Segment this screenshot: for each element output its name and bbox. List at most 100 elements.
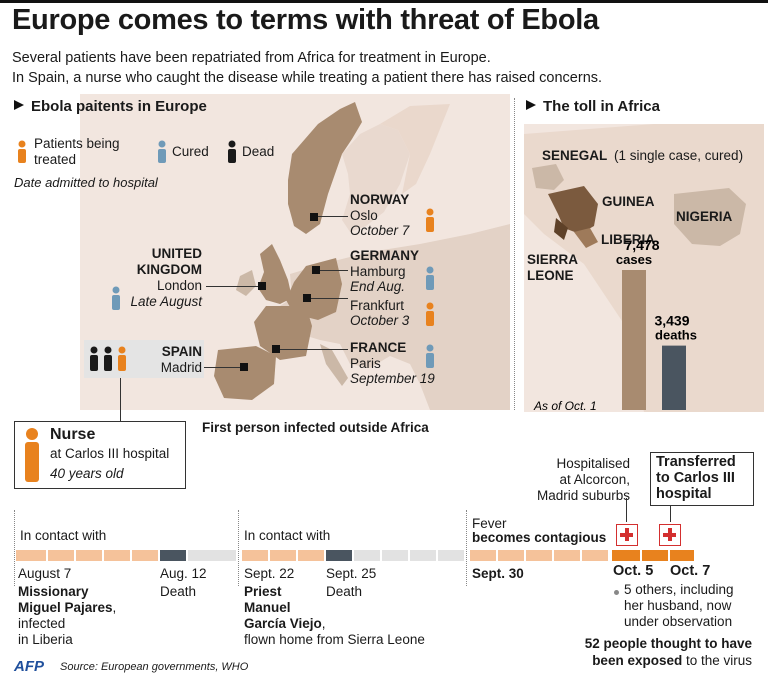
legend-date-note: Date admitted to hospital — [14, 175, 158, 190]
hospitalised-label-1: Hospitalised — [556, 456, 630, 471]
paris-leader — [280, 349, 348, 350]
others-label-3: under observation — [624, 614, 733, 629]
senegal-shape — [532, 164, 564, 190]
madrid-leader — [204, 367, 240, 368]
timeline-segment — [554, 550, 580, 561]
hamburg-marker — [312, 266, 320, 274]
london-label: London — [156, 278, 202, 293]
transferred-label-3: hospital — [656, 486, 712, 502]
timeline-segment — [410, 550, 436, 561]
hamburg-date: End Aug. — [350, 279, 406, 294]
frankfurt-leader — [311, 298, 348, 299]
uk-shape — [258, 244, 292, 304]
timeline-segment — [498, 550, 524, 561]
oslo-marker — [310, 213, 318, 221]
oslo-treated-icon — [426, 208, 434, 232]
date-oct-5: Oct. 5 — [613, 563, 654, 579]
toll-bar-chart: 7,478 cases 3,439 deaths As of Oct. 1 — [533, 237, 697, 412]
hamburg-label: Hamburg — [350, 264, 406, 279]
timeline-divider-3 — [466, 510, 468, 586]
priest-name-2: Manuel — [244, 600, 291, 615]
france-shape — [254, 306, 312, 360]
legend-dead-label: Dead — [242, 144, 275, 159]
date-aug-12: Aug. 12 — [160, 566, 207, 581]
hospital-cross-icon — [659, 524, 681, 546]
contact-label-1: In contact with — [20, 528, 107, 543]
missionary-infected-1: infected — [18, 616, 66, 631]
exposed-label-2: been exposed to the virus — [592, 653, 752, 668]
person-dead-icon — [228, 140, 236, 163]
source-note: Source: European governments, WHO — [60, 661, 249, 673]
europe-heading: Ebola paitents in Europe — [14, 98, 207, 115]
timeline-segment-hospital — [670, 550, 694, 561]
date-oct-7: Oct. 7 — [670, 563, 711, 579]
hospitalised-leader — [626, 498, 627, 522]
nurse-title: Nurse — [50, 426, 96, 443]
guinea-label: GUINEA — [602, 194, 655, 209]
date-august-7: August 7 — [18, 566, 72, 581]
hospitalised-label-3: Madrid suburbs — [536, 488, 630, 503]
transferred-label-1: Transferred — [656, 454, 736, 470]
oslo-date: October 7 — [350, 223, 410, 238]
madrid-label: Madrid — [160, 360, 202, 375]
timeline-segment — [16, 550, 46, 561]
priest-name-1: Priest — [244, 584, 282, 599]
exposed-label-1: 52 people thought to have — [584, 636, 752, 651]
priest-flown: flown home from Sierra Leone — [244, 632, 425, 647]
timeline-segment — [470, 550, 496, 561]
transferred-box — [650, 452, 754, 506]
oslo-leader — [318, 216, 348, 217]
timeline-segment — [438, 550, 464, 561]
fever-label: Fever — [472, 516, 507, 531]
bar-cases-category-label: cases — [616, 252, 652, 267]
first-infected-caption: First person infected outside Africa — [202, 420, 429, 435]
missionary-name-2: Miguel Pajares, — [18, 600, 117, 615]
others-label-2: her husband, now — [624, 598, 732, 613]
contact-label-2: In contact with — [244, 528, 331, 543]
timeline-segment — [526, 550, 552, 561]
paris-cured-icon — [426, 344, 434, 368]
bullet-icon — [614, 590, 619, 595]
sierra-leone-label-2: LEONE — [527, 268, 574, 283]
guinea-shape — [548, 186, 598, 234]
timeline-segment — [76, 550, 102, 561]
spain-label: SPAIN — [161, 344, 202, 359]
frankfurt-treated-icon — [426, 302, 434, 326]
timeline-segment — [270, 550, 296, 561]
timeline-segment-death — [160, 550, 186, 561]
legend-treated-label-2: treated — [34, 152, 77, 167]
person-cured-icon — [158, 140, 166, 163]
timeline-segment — [354, 550, 380, 561]
others-label-1: 5 others, including — [624, 582, 734, 597]
arrow-icon — [526, 100, 536, 110]
chart-note: As of Oct. 1 — [533, 399, 597, 412]
contagious-label: becomes contagious — [472, 530, 607, 545]
timeline-segment — [298, 550, 324, 561]
date-sept-30: Sept. 30 — [472, 566, 524, 581]
date-sept-25: Sept. 25 — [326, 566, 377, 581]
nurse-leader — [120, 378, 121, 422]
timeline-divider-2 — [238, 510, 240, 586]
afp-logo: AFP — [14, 658, 44, 675]
nurse-age: 40 years old — [50, 466, 124, 481]
nurse-box — [14, 421, 186, 489]
paris-date: September 19 — [350, 371, 435, 386]
liberia-label: LIBERIA — [601, 232, 655, 247]
timeline-segment — [104, 550, 130, 561]
bar-cases — [622, 270, 646, 410]
frankfurt-marker — [303, 294, 311, 302]
frankfurt-label: Frankfurt — [350, 298, 405, 313]
timeline-segment — [242, 550, 268, 561]
date-sept-22: Sept. 22 — [244, 566, 295, 581]
hamburg-cured-icon — [426, 266, 434, 290]
london-marker — [258, 282, 266, 290]
nigeria-label: NIGERIA — [676, 209, 733, 224]
arrow-icon — [14, 100, 24, 110]
france-label: FRANCE — [350, 340, 407, 355]
page-title: Europe comes to terms with threat of Ebo… — [12, 4, 599, 36]
norway-label: NORWAY — [350, 192, 410, 207]
panel-divider — [514, 98, 515, 410]
africa-heading: The toll in Africa — [526, 98, 660, 115]
nurse-icon — [25, 428, 39, 482]
subtitle-line-1: Several patients have been repatriated f… — [12, 50, 491, 66]
